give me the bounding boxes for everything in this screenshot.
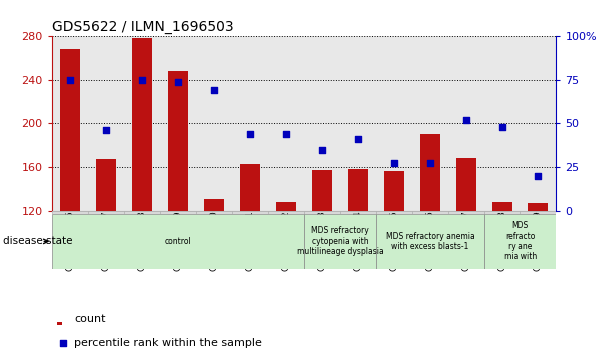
Point	[65, 77, 75, 83]
Bar	[276, 202, 296, 211]
Point	[353, 136, 363, 142]
Bar	[57, 322, 62, 325]
FancyBboxPatch shape	[160, 211, 196, 214]
FancyBboxPatch shape	[376, 211, 412, 214]
Point	[137, 77, 147, 83]
Bar	[204, 199, 224, 211]
Bar	[492, 202, 512, 211]
FancyBboxPatch shape	[376, 214, 484, 269]
Point	[173, 79, 183, 85]
Bar	[240, 164, 260, 211]
Text: GSM1515755: GSM1515755	[390, 211, 399, 272]
Bar	[420, 134, 440, 211]
Point	[245, 131, 255, 137]
FancyBboxPatch shape	[268, 211, 304, 214]
Bar	[456, 158, 476, 211]
Point	[461, 117, 471, 123]
FancyBboxPatch shape	[304, 211, 340, 214]
Bar	[168, 71, 188, 211]
Point	[533, 173, 543, 179]
Text: GSM1515759: GSM1515759	[534, 211, 543, 272]
Text: GSM1515754: GSM1515754	[354, 211, 362, 272]
FancyBboxPatch shape	[88, 211, 124, 214]
Text: GSM1515753: GSM1515753	[317, 211, 326, 272]
Bar	[528, 203, 548, 211]
FancyBboxPatch shape	[484, 211, 520, 214]
FancyBboxPatch shape	[340, 211, 376, 214]
Text: GSM1515758: GSM1515758	[498, 211, 506, 272]
Bar	[348, 169, 368, 211]
FancyBboxPatch shape	[124, 211, 160, 214]
Bar	[60, 49, 80, 211]
Text: GSM1515752: GSM1515752	[282, 211, 291, 272]
Text: GSM1515746: GSM1515746	[65, 211, 74, 272]
Bar	[384, 171, 404, 211]
Text: GSM1515749: GSM1515749	[173, 211, 182, 272]
Text: control: control	[165, 237, 191, 246]
Bar	[96, 159, 116, 211]
Text: GSM1515756: GSM1515756	[426, 211, 435, 272]
Point	[317, 147, 327, 152]
Text: MDS refractory
cytopenia with
multilineage dysplasia: MDS refractory cytopenia with multilinea…	[297, 227, 384, 256]
Point	[101, 127, 111, 133]
Text: GSM1515750: GSM1515750	[209, 211, 218, 272]
Text: GDS5622 / ILMN_1696503: GDS5622 / ILMN_1696503	[52, 20, 233, 34]
Text: GSM1515751: GSM1515751	[246, 211, 254, 272]
Text: MDS refractory anemia
with excess blasts-1: MDS refractory anemia with excess blasts…	[386, 232, 474, 251]
FancyBboxPatch shape	[232, 211, 268, 214]
FancyBboxPatch shape	[520, 211, 556, 214]
Text: GSM1515757: GSM1515757	[461, 211, 471, 272]
Bar	[132, 38, 152, 211]
FancyBboxPatch shape	[484, 214, 556, 269]
Text: GSM1515748: GSM1515748	[137, 211, 147, 272]
FancyBboxPatch shape	[304, 214, 376, 269]
Text: GSM1515747: GSM1515747	[102, 211, 110, 272]
FancyBboxPatch shape	[196, 211, 232, 214]
Text: MDS
refracto
ry ane
mia with: MDS refracto ry ane mia with	[503, 221, 537, 261]
Text: percentile rank within the sample: percentile rank within the sample	[74, 338, 262, 348]
Bar	[312, 170, 332, 211]
Point	[209, 87, 219, 93]
FancyBboxPatch shape	[412, 211, 448, 214]
Text: disease state: disease state	[3, 236, 72, 246]
FancyBboxPatch shape	[52, 211, 88, 214]
Point	[389, 160, 399, 166]
Text: count: count	[74, 314, 106, 324]
Point	[58, 340, 67, 346]
FancyBboxPatch shape	[448, 211, 484, 214]
Point	[426, 160, 435, 166]
Point	[281, 131, 291, 137]
FancyBboxPatch shape	[52, 214, 304, 269]
Point	[497, 124, 507, 130]
